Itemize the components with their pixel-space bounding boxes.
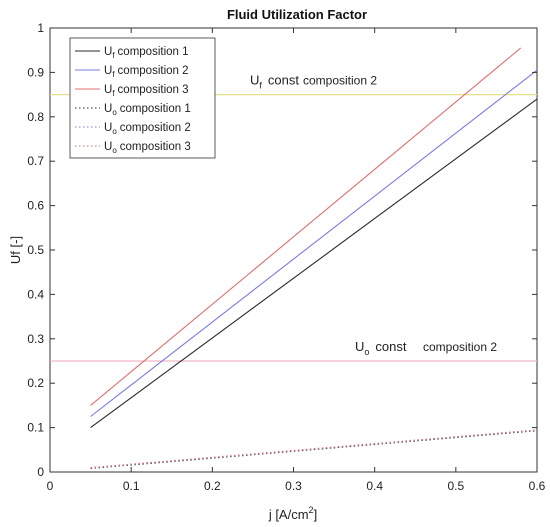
legend-subscript: f <box>112 89 115 98</box>
legend-symbol: U <box>104 65 112 77</box>
series-line <box>90 69 538 417</box>
x-tick-label: 0.1 <box>123 479 140 493</box>
legend-text: composition 2 <box>120 122 191 134</box>
series-line <box>90 98 538 429</box>
y-tick-label: 0.5 <box>27 243 44 257</box>
y-tick-label: 0.2 <box>27 376 44 390</box>
legend: Uf composition 1Uf composition 2Uf composit… <box>69 37 216 159</box>
x-tick-label: 0.3 <box>285 479 302 493</box>
reference-line-labels: Uf const composition 2Uo const composition 2 <box>250 73 497 357</box>
legend-subscript: f <box>112 51 115 60</box>
y-tick-label: 0.9 <box>27 65 44 79</box>
x-axis-label-base: j [A/cm <box>268 507 309 522</box>
x-axis-ticks: 0 0.1 0.2 0.3 0.4 0.5 0.6 <box>47 28 546 493</box>
y-tick-label: 0.6 <box>27 199 44 213</box>
legend-entry-label: Uf composition 1 <box>104 46 189 60</box>
y-tick-label: 0.4 <box>27 287 44 301</box>
x-tick-label: 0.6 <box>529 479 546 493</box>
legend-text: composition 1 <box>120 103 191 115</box>
legend-entry-label: Uo composition 1 <box>104 103 191 117</box>
x-tick-label: 0 <box>47 479 54 493</box>
reference-line-extra: composition 2 <box>423 340 497 354</box>
y-axis-label: Uf [-] <box>8 236 23 264</box>
reference-line-extra: composition 2 <box>303 74 377 88</box>
legend-symbol: U <box>104 46 112 58</box>
legend-symbol: U <box>104 103 112 115</box>
chart-title: Fluid Utilization Factor <box>227 7 367 22</box>
y-axis-ticks: 0 0.1 0.2 0.3 0.4 0.5 0.6 0.7 0.8 0.9 1 <box>27 21 537 479</box>
reference-symbol: U <box>355 339 364 354</box>
legend-subscript: o <box>112 127 117 136</box>
reference-subscript: o <box>364 347 369 357</box>
legend-subscript: f <box>112 70 115 79</box>
y-tick-label: 0.3 <box>27 332 44 346</box>
y-tick-label: 1 <box>37 21 44 35</box>
legend-subscript: o <box>112 108 117 117</box>
reference-subscript: f <box>259 81 262 91</box>
reference-const: const <box>375 339 406 354</box>
x-axis-label-tail: ] <box>314 507 318 522</box>
y-tick-label: 0.1 <box>27 421 44 435</box>
legend-entry-label: Uo composition 3 <box>104 141 191 155</box>
legend-subscript: o <box>112 146 117 155</box>
y-tick-label: 0 <box>37 465 44 479</box>
x-axis-label-sup: 2 <box>309 505 314 515</box>
reference-symbol: U <box>250 73 259 88</box>
x-axis-label: j [A/cm2] <box>268 505 317 522</box>
reference-line-label: Uo const <box>355 339 407 357</box>
legend-text: composition 3 <box>118 84 189 96</box>
legend-box <box>69 37 216 159</box>
x-tick-label: 0.5 <box>447 479 464 493</box>
legend-symbol: U <box>104 122 112 134</box>
reference-const: const <box>268 73 299 88</box>
legend-symbol: U <box>104 84 112 96</box>
reference-line-label: Uf const <box>250 73 299 91</box>
series-line <box>90 429 538 469</box>
series-lines <box>90 47 538 469</box>
x-tick-label: 0.4 <box>366 479 383 493</box>
y-tick-label: 0.7 <box>27 154 44 168</box>
legend-text: composition 1 <box>118 46 189 58</box>
legend-symbol: U <box>104 141 112 153</box>
legend-entry-label: Uf composition 2 <box>104 65 189 79</box>
series-line <box>90 47 522 406</box>
y-tick-label: 0.8 <box>27 110 44 124</box>
legend-text: composition 2 <box>118 65 189 77</box>
legend-entry-label: Uo composition 2 <box>104 122 191 136</box>
legend-entry-label: Uf composition 3 <box>104 84 189 98</box>
legend-text: composition 3 <box>120 141 191 153</box>
x-tick-label: 0.2 <box>204 479 221 493</box>
